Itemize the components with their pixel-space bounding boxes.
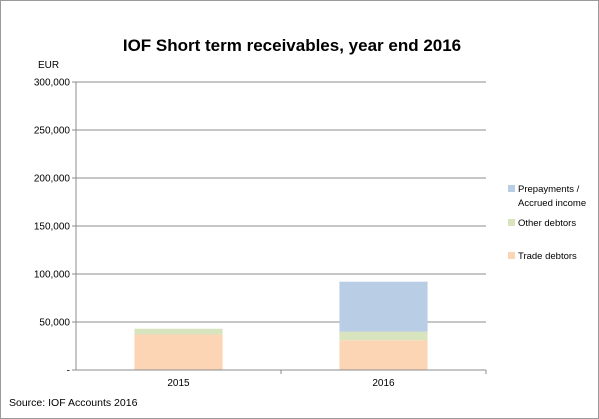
legend-label: Trade debtors — [518, 251, 577, 262]
bar-segment — [339, 340, 428, 370]
y-tick-label: - — [67, 366, 70, 377]
y-tick-label: 200,000 — [34, 174, 71, 185]
legend: Prepayments / Accrued income Other debtors… — [508, 184, 586, 262]
y-tick-labels: - 50,000 100,000 150,000 200,000 250,000 300,0… — [34, 78, 71, 377]
x-tick-label: 2016 — [372, 378, 395, 389]
source-note: Source: IOF Accounts 2016 — [9, 397, 138, 409]
legend-label: Other debtors — [518, 218, 576, 229]
legend-label: Accrued income — [518, 198, 586, 209]
bar-segment — [134, 334, 223, 370]
y-tick-label: 50,000 — [39, 318, 70, 329]
x-tick-label: 2015 — [167, 378, 190, 389]
legend-swatch — [508, 219, 515, 226]
bar-segment — [339, 331, 428, 341]
y-axis-unit-label: EUR — [38, 60, 59, 71]
axes — [75, 82, 487, 374]
chart-title: IOF Short term receivables, year end 201… — [123, 36, 461, 55]
legend-swatch — [508, 252, 515, 259]
x-tick-labels: 2015 2016 — [167, 378, 395, 389]
legend-label: Prepayments / — [518, 184, 580, 195]
bars — [134, 281, 428, 370]
bar-segment — [134, 328, 223, 335]
y-tick-label: 150,000 — [34, 222, 71, 233]
bar-segment — [339, 281, 428, 332]
y-tick-label: 250,000 — [34, 126, 71, 137]
y-tick-label: 100,000 — [34, 270, 71, 281]
legend-swatch — [508, 185, 515, 192]
y-tick-label: 300,000 — [34, 78, 71, 89]
